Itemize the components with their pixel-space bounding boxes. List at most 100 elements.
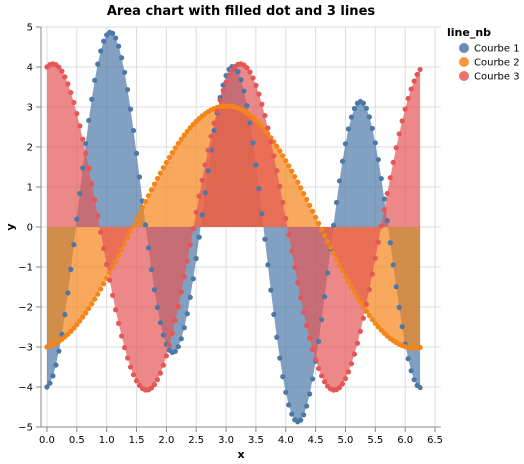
- data-point: [265, 262, 271, 268]
- data-point: [110, 292, 116, 298]
- data-point: [83, 140, 89, 147]
- data-point: [372, 140, 378, 146]
- data-point: [301, 190, 307, 197]
- data-point: [184, 258, 190, 264]
- data-point: [77, 190, 83, 197]
- y-tick-label: 3: [27, 103, 33, 114]
- data-point: [202, 162, 208, 168]
- data-point: [47, 380, 53, 386]
- data-point: [68, 89, 74, 96]
- data-point: [339, 268, 346, 274]
- data-point: [175, 140, 181, 147]
- data-point: [235, 69, 241, 75]
- data-point: [154, 175, 161, 182]
- data-point: [333, 199, 340, 206]
- data-point: [378, 223, 384, 229]
- x-tick-label: 5.5: [367, 435, 383, 446]
- data-point: [130, 127, 137, 134]
- data-point: [74, 322, 80, 328]
- data-point: [110, 264, 116, 270]
- data-point: [166, 342, 172, 348]
- data-point: [154, 377, 161, 383]
- data-point: [56, 64, 62, 70]
- x-tick-label: 1.0: [99, 435, 115, 446]
- y-tick-label: 5: [27, 23, 33, 34]
- data-point: [396, 131, 402, 137]
- data-point: [280, 153, 286, 159]
- data-point: [330, 222, 337, 228]
- data-point: [339, 381, 346, 387]
- data-point: [280, 374, 286, 380]
- data-point: [277, 355, 283, 361]
- data-point: [130, 222, 137, 229]
- data-point: [357, 328, 363, 334]
- data-point: [307, 335, 313, 341]
- data-point: [259, 101, 265, 107]
- chart-title: Area chart with filled dot and 3 lines: [107, 4, 376, 19]
- data-point: [211, 120, 217, 126]
- data-point: [321, 379, 328, 385]
- data-point: [95, 61, 101, 67]
- data-point: [277, 183, 283, 190]
- data-point: [92, 296, 98, 302]
- data-point: [399, 118, 405, 124]
- data-point: [133, 378, 140, 384]
- data-point: [172, 317, 178, 324]
- data-point: [408, 86, 414, 92]
- data-point: [190, 226, 196, 232]
- data-point: [301, 412, 307, 418]
- data-point: [354, 340, 361, 346]
- data-point: [199, 212, 205, 218]
- data-point: [319, 373, 325, 379]
- data-point: [351, 289, 358, 295]
- data-point: [86, 117, 92, 124]
- data-point: [44, 384, 50, 390]
- x-tick-label: 3.0: [218, 435, 234, 446]
- data-point: [256, 91, 262, 97]
- data-point: [119, 333, 125, 339]
- y-tick-label: 1: [27, 183, 33, 194]
- data-point: [408, 368, 414, 374]
- data-point: [62, 74, 68, 80]
- data-point: [175, 344, 181, 350]
- data-point: [295, 280, 301, 286]
- data-point: [220, 87, 226, 94]
- data-point: [390, 159, 396, 165]
- data-point: [390, 262, 396, 268]
- data-point: [286, 402, 292, 408]
- data-point: [226, 72, 232, 79]
- data-point: [366, 286, 372, 293]
- data-point: [181, 132, 187, 138]
- data-point: [95, 291, 101, 297]
- data-point: [101, 38, 107, 44]
- data-point: [157, 170, 163, 176]
- data-point: [208, 133, 214, 139]
- data-point: [342, 141, 349, 147]
- data-point: [178, 336, 184, 342]
- series-points-2: [44, 103, 423, 351]
- data-point: [124, 355, 131, 361]
- data-point: [316, 365, 322, 372]
- data-point: [387, 175, 393, 181]
- data-point: [387, 240, 393, 246]
- data-point: [127, 106, 134, 112]
- data-point: [199, 177, 205, 183]
- data-point: [381, 196, 387, 202]
- data-point: [372, 320, 378, 326]
- data-point: [253, 82, 259, 88]
- data-point: [405, 356, 411, 362]
- data-point: [113, 35, 119, 41]
- data-point: [223, 79, 229, 85]
- data-point: [342, 273, 349, 279]
- data-point: [139, 204, 146, 211]
- y-tick-label: −1: [18, 263, 33, 274]
- x-tick-label: 3.5: [248, 435, 264, 446]
- data-point: [351, 351, 358, 357]
- data-point: [298, 295, 304, 301]
- data-point: [366, 312, 372, 319]
- data-point: [119, 247, 125, 253]
- data-point: [133, 216, 140, 223]
- y-tick-label: −5: [18, 423, 33, 434]
- data-point: [151, 382, 158, 388]
